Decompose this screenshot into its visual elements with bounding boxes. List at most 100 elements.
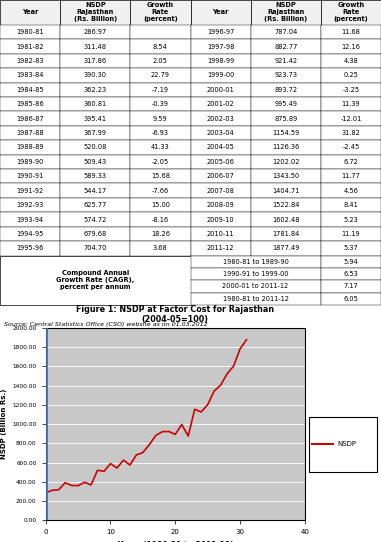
Text: 1522.84: 1522.84 xyxy=(272,202,299,208)
Text: 12.16: 12.16 xyxy=(341,43,360,50)
Text: 8.54: 8.54 xyxy=(153,43,168,50)
Bar xyxy=(251,82,321,97)
Bar xyxy=(190,112,251,126)
Bar xyxy=(60,184,130,198)
Bar xyxy=(0,54,60,68)
Text: 1984-85: 1984-85 xyxy=(16,87,44,93)
Bar xyxy=(130,227,190,241)
Bar xyxy=(190,54,251,68)
Text: 11.68: 11.68 xyxy=(341,29,360,35)
Text: Growth
Rate
(percent): Growth Rate (percent) xyxy=(143,3,178,23)
Bar xyxy=(190,255,321,268)
Bar xyxy=(0,82,60,97)
Text: Source: Central Statistics Office (CSO) website as on 01.03.2012: Source: Central Statistics Office (CSO) … xyxy=(4,322,208,327)
Text: 2007-08: 2007-08 xyxy=(207,188,235,193)
Text: 1126.36: 1126.36 xyxy=(272,145,299,151)
Bar xyxy=(60,54,130,68)
Bar xyxy=(321,212,381,227)
Text: Compound Annual
Growth Rate (CAGR),
percent per annum: Compound Annual Growth Rate (CAGR), perc… xyxy=(56,270,134,290)
Bar xyxy=(60,82,130,97)
Bar xyxy=(130,241,190,255)
Bar xyxy=(60,97,130,112)
Text: 995.49: 995.49 xyxy=(274,101,297,107)
Y-axis label: NSDP (Billion Rs.): NSDP (Billion Rs.) xyxy=(1,389,7,459)
X-axis label: Years (1980-81 to 2011-12): Years (1980-81 to 2011-12) xyxy=(117,541,234,542)
Text: 1980-81: 1980-81 xyxy=(16,29,44,35)
Text: 2008-09: 2008-09 xyxy=(207,202,234,208)
Bar xyxy=(321,227,381,241)
Bar xyxy=(251,0,321,25)
Text: 395.41: 395.41 xyxy=(84,115,107,121)
Bar xyxy=(0,255,190,305)
Text: 41.33: 41.33 xyxy=(151,145,170,151)
Text: 1985-86: 1985-86 xyxy=(16,101,44,107)
Bar xyxy=(190,198,251,212)
Bar xyxy=(60,154,130,169)
Bar xyxy=(251,97,321,112)
Text: 1990-91 to 1999-00: 1990-91 to 1999-00 xyxy=(223,271,288,277)
Bar xyxy=(130,212,190,227)
Bar xyxy=(190,82,251,97)
Bar xyxy=(60,68,130,82)
Bar xyxy=(60,126,130,140)
Bar xyxy=(130,82,190,97)
Text: 3.68: 3.68 xyxy=(153,246,168,251)
Title: Figure 1: NSDP at Factor Cost for Rajasthan
(2004-05=100): Figure 1: NSDP at Factor Cost for Rajast… xyxy=(76,305,274,324)
Bar xyxy=(321,68,381,82)
Text: 1980-81 to 2011-12: 1980-81 to 2011-12 xyxy=(223,296,289,302)
Bar xyxy=(60,40,130,54)
Text: 4.38: 4.38 xyxy=(344,58,358,64)
Bar xyxy=(321,184,381,198)
Text: 1988-89: 1988-89 xyxy=(16,145,44,151)
Text: 1343.50: 1343.50 xyxy=(272,173,299,179)
Text: 1602.48: 1602.48 xyxy=(272,216,299,223)
Bar xyxy=(251,241,321,255)
Bar xyxy=(0,68,60,82)
Text: -0.39: -0.39 xyxy=(152,101,169,107)
Bar xyxy=(321,255,381,268)
Text: -7.19: -7.19 xyxy=(152,87,169,93)
Bar xyxy=(190,268,321,280)
Text: -7.66: -7.66 xyxy=(152,188,169,193)
Bar xyxy=(190,140,251,154)
Text: 1989-90: 1989-90 xyxy=(16,159,44,165)
Bar xyxy=(60,25,130,40)
Bar xyxy=(251,198,321,212)
Text: Growth
Rate
(percent): Growth Rate (percent) xyxy=(333,3,368,23)
Bar xyxy=(60,212,130,227)
Text: Year: Year xyxy=(22,10,38,16)
Bar xyxy=(130,126,190,140)
Text: 22.79: 22.79 xyxy=(151,73,170,79)
Bar xyxy=(46,328,305,520)
Text: 286.97: 286.97 xyxy=(83,29,107,35)
Bar xyxy=(321,40,381,54)
Bar xyxy=(60,227,130,241)
Bar xyxy=(321,126,381,140)
Text: 1996-97: 1996-97 xyxy=(207,29,234,35)
Text: 18.26: 18.26 xyxy=(151,231,170,237)
Text: 679.68: 679.68 xyxy=(83,231,107,237)
Text: 893.72: 893.72 xyxy=(274,87,297,93)
Text: 31.82: 31.82 xyxy=(341,130,360,136)
Text: 11.39: 11.39 xyxy=(341,101,360,107)
Text: 2003-04: 2003-04 xyxy=(207,130,234,136)
Bar xyxy=(130,0,190,25)
Bar xyxy=(130,54,190,68)
Text: 11.19: 11.19 xyxy=(341,231,360,237)
Bar xyxy=(251,154,321,169)
Bar xyxy=(251,54,321,68)
Bar xyxy=(190,293,321,305)
Text: Year: Year xyxy=(213,10,229,16)
Bar xyxy=(190,97,251,112)
Bar xyxy=(321,0,381,25)
Bar xyxy=(0,126,60,140)
Bar xyxy=(321,198,381,212)
Text: 390.30: 390.30 xyxy=(84,73,107,79)
Text: 1781.84: 1781.84 xyxy=(272,231,299,237)
Text: 1991-92: 1991-92 xyxy=(16,188,44,193)
Bar xyxy=(321,268,381,280)
Bar xyxy=(190,227,251,241)
Text: 2001-02: 2001-02 xyxy=(207,101,234,107)
Bar xyxy=(190,126,251,140)
Text: 15.00: 15.00 xyxy=(151,202,170,208)
